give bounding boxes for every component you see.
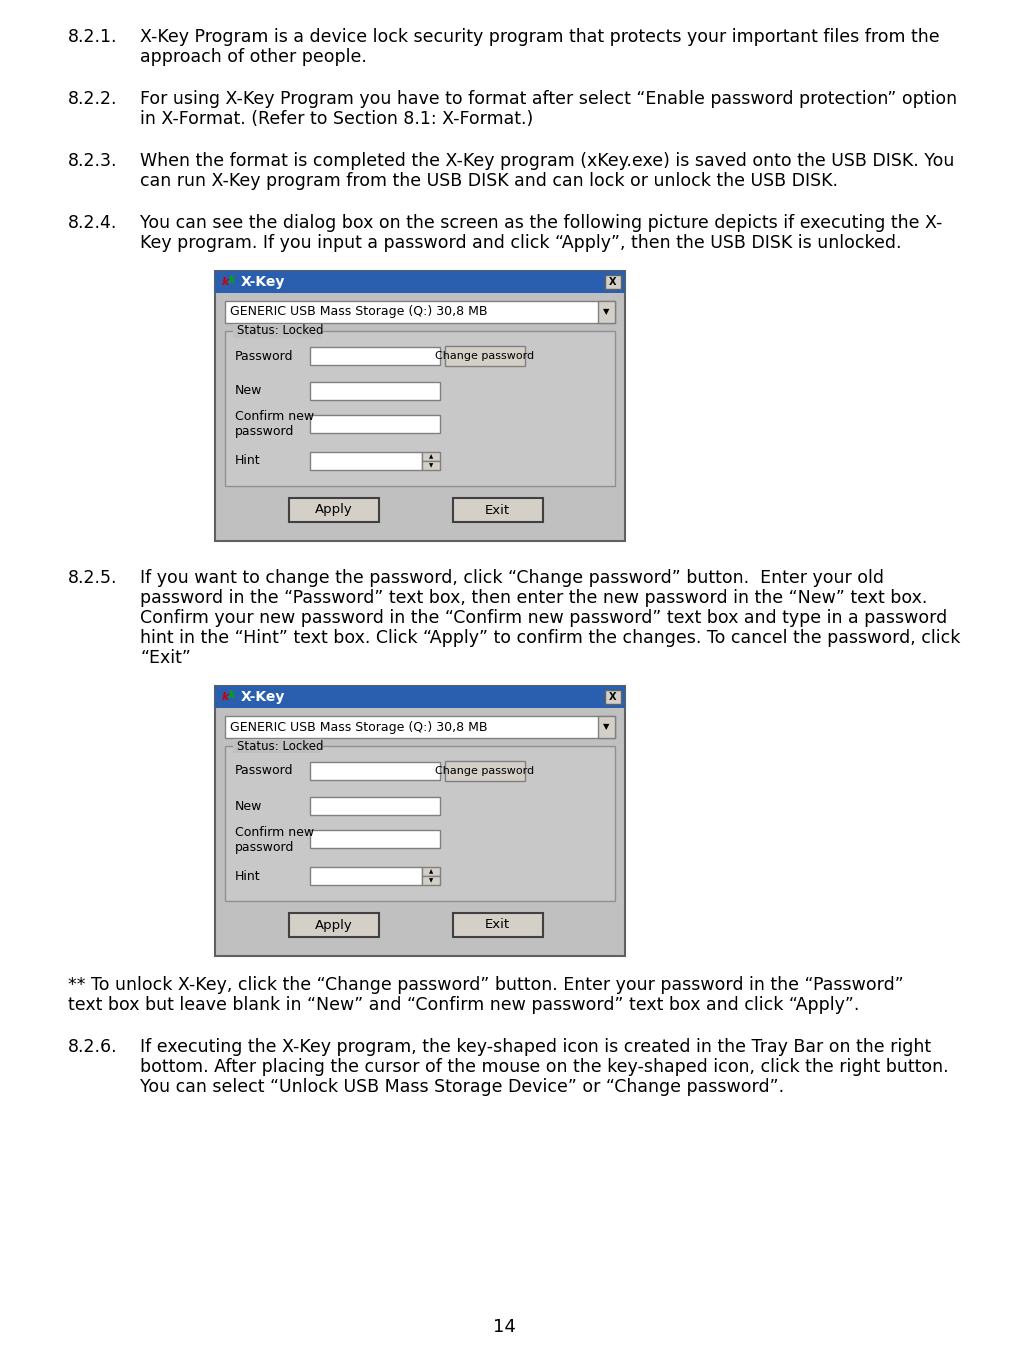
FancyBboxPatch shape bbox=[289, 913, 378, 937]
FancyBboxPatch shape bbox=[225, 301, 615, 323]
FancyBboxPatch shape bbox=[310, 347, 440, 365]
Text: You can select “Unlock USB Mass Storage Device” or “Change password”.: You can select “Unlock USB Mass Storage … bbox=[140, 1078, 784, 1096]
Text: When the format is completed the X-Key program (xKey.exe) is saved onto the USB : When the format is completed the X-Key p… bbox=[140, 151, 955, 170]
FancyBboxPatch shape bbox=[310, 763, 440, 780]
Text: Exit: Exit bbox=[485, 503, 511, 516]
Text: Confirm new: Confirm new bbox=[235, 411, 314, 423]
Text: ▲: ▲ bbox=[429, 869, 433, 873]
Text: New: New bbox=[235, 799, 262, 813]
Text: 8.2.1.: 8.2.1. bbox=[68, 28, 117, 46]
Text: in X-Format. (Refer to Section 8.1: X-Format.): in X-Format. (Refer to Section 8.1: X-Fo… bbox=[140, 110, 533, 128]
Text: 14: 14 bbox=[493, 1318, 516, 1336]
Text: Confirm your new password in the “Confirm new password” text box and type in a p: Confirm your new password in the “Confir… bbox=[140, 608, 947, 627]
Text: ▼: ▼ bbox=[603, 307, 609, 316]
Text: If executing the X-Key program, the key-shaped icon is created in the Tray Bar o: If executing the X-Key program, the key-… bbox=[140, 1038, 931, 1056]
Text: GENERIC USB Mass Storage (Q:) 30,8 MB: GENERIC USB Mass Storage (Q:) 30,8 MB bbox=[230, 721, 487, 734]
FancyBboxPatch shape bbox=[598, 301, 615, 323]
FancyBboxPatch shape bbox=[605, 274, 621, 289]
FancyBboxPatch shape bbox=[215, 270, 625, 293]
Text: Hint: Hint bbox=[235, 454, 260, 468]
Text: Password: Password bbox=[235, 350, 294, 362]
Text: Key program. If you input a password and click “Apply”, then the USB DISK is unl: Key program. If you input a password and… bbox=[140, 234, 901, 251]
Text: 8.2.3.: 8.2.3. bbox=[68, 151, 117, 170]
Text: 8.2.4.: 8.2.4. bbox=[68, 214, 117, 233]
FancyBboxPatch shape bbox=[453, 498, 543, 522]
Text: can run X-Key program from the USB DISK and can lock or unlock the USB DISK.: can run X-Key program from the USB DISK … bbox=[140, 172, 838, 191]
FancyBboxPatch shape bbox=[310, 796, 440, 815]
Text: password in the “Password” text box, then enter the new password in the “New” te: password in the “Password” text box, the… bbox=[140, 589, 927, 607]
Text: Change password: Change password bbox=[436, 767, 535, 776]
FancyBboxPatch shape bbox=[605, 690, 621, 704]
FancyBboxPatch shape bbox=[225, 331, 615, 485]
FancyBboxPatch shape bbox=[453, 913, 543, 937]
FancyBboxPatch shape bbox=[598, 717, 615, 738]
Text: X: X bbox=[609, 692, 616, 702]
Text: approach of other people.: approach of other people. bbox=[140, 49, 367, 66]
FancyBboxPatch shape bbox=[422, 452, 440, 461]
FancyBboxPatch shape bbox=[310, 383, 440, 400]
Text: Change password: Change password bbox=[436, 352, 535, 361]
Text: k: k bbox=[221, 692, 229, 702]
Text: k: k bbox=[229, 690, 235, 700]
Text: X-Key: X-Key bbox=[241, 274, 286, 289]
Text: Hint: Hint bbox=[235, 869, 260, 883]
Text: ▲: ▲ bbox=[429, 454, 433, 458]
Text: For using X-Key Program you have to format after select “Enable password protect: For using X-Key Program you have to form… bbox=[140, 91, 958, 108]
FancyBboxPatch shape bbox=[215, 270, 625, 541]
Text: X: X bbox=[609, 277, 616, 287]
FancyBboxPatch shape bbox=[215, 685, 625, 956]
Text: text box but leave blank in “New” and “Confirm new password” text box and click : text box but leave blank in “New” and “C… bbox=[68, 996, 860, 1014]
FancyBboxPatch shape bbox=[445, 761, 525, 781]
Text: Apply: Apply bbox=[315, 918, 353, 932]
Text: ▼: ▼ bbox=[603, 722, 609, 731]
FancyBboxPatch shape bbox=[225, 746, 615, 900]
Text: Status: Locked: Status: Locked bbox=[237, 740, 324, 753]
Text: hint in the “Hint” text box. Click “Apply” to confirm the changes. To cancel the: hint in the “Hint” text box. Click “Appl… bbox=[140, 629, 961, 648]
Text: Password: Password bbox=[235, 764, 294, 777]
Text: New: New bbox=[235, 384, 262, 397]
Text: ▼: ▼ bbox=[429, 877, 433, 883]
FancyBboxPatch shape bbox=[422, 461, 440, 470]
Text: Status: Locked: Status: Locked bbox=[237, 324, 324, 338]
Text: X-Key Program is a device lock security program that protects your important fil: X-Key Program is a device lock security … bbox=[140, 28, 939, 46]
Text: password: password bbox=[235, 841, 295, 853]
Text: Confirm new: Confirm new bbox=[235, 826, 314, 838]
Text: 8.2.2.: 8.2.2. bbox=[68, 91, 117, 108]
Text: Apply: Apply bbox=[315, 503, 353, 516]
Text: k: k bbox=[229, 274, 235, 285]
Text: password: password bbox=[235, 426, 295, 438]
Text: GENERIC USB Mass Storage (Q:) 30,8 MB: GENERIC USB Mass Storage (Q:) 30,8 MB bbox=[230, 306, 487, 319]
FancyBboxPatch shape bbox=[422, 867, 440, 876]
Text: X-Key: X-Key bbox=[241, 690, 286, 704]
FancyBboxPatch shape bbox=[233, 740, 321, 753]
Text: k: k bbox=[221, 277, 229, 287]
FancyBboxPatch shape bbox=[445, 346, 525, 366]
Text: If you want to change the password, click “Change password” button.  Enter your : If you want to change the password, clic… bbox=[140, 569, 884, 587]
FancyBboxPatch shape bbox=[215, 685, 625, 708]
Text: bottom. After placing the cursor of the mouse on the key-shaped icon, click the : bottom. After placing the cursor of the … bbox=[140, 1059, 948, 1076]
Text: 8.2.5.: 8.2.5. bbox=[68, 569, 117, 587]
Text: 8.2.6.: 8.2.6. bbox=[68, 1038, 118, 1056]
FancyBboxPatch shape bbox=[233, 324, 321, 338]
FancyBboxPatch shape bbox=[310, 415, 440, 433]
Text: ▼: ▼ bbox=[429, 462, 433, 468]
Text: ** To unlock X-Key, click the “Change password” button. Enter your password in t: ** To unlock X-Key, click the “Change pa… bbox=[68, 976, 904, 994]
Text: You can see the dialog box on the screen as the following picture depicts if exe: You can see the dialog box on the screen… bbox=[140, 214, 942, 233]
Text: Exit: Exit bbox=[485, 918, 511, 932]
FancyBboxPatch shape bbox=[225, 717, 615, 738]
FancyBboxPatch shape bbox=[310, 867, 422, 886]
FancyBboxPatch shape bbox=[289, 498, 378, 522]
Text: “Exit”: “Exit” bbox=[140, 649, 191, 667]
FancyBboxPatch shape bbox=[310, 452, 422, 470]
FancyBboxPatch shape bbox=[310, 830, 440, 848]
FancyBboxPatch shape bbox=[422, 876, 440, 886]
